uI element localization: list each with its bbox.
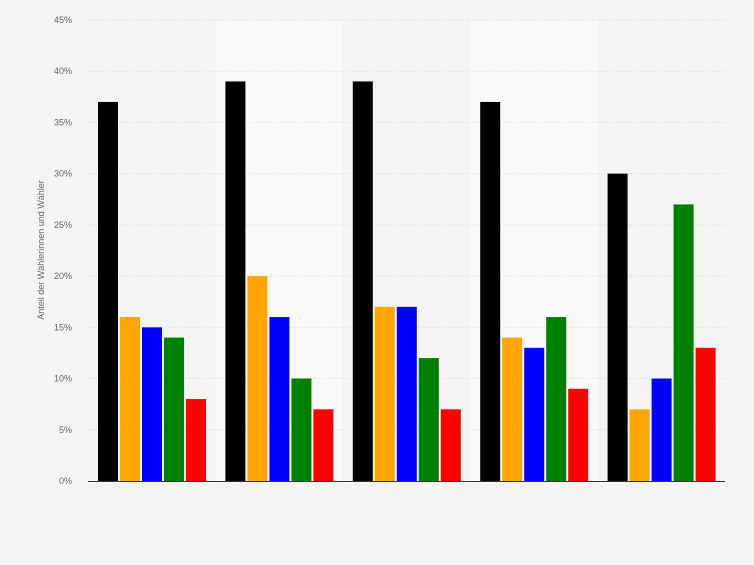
bar (164, 337, 184, 481)
bar (396, 306, 417, 481)
bar (374, 306, 395, 481)
y-tick-label: 25% (54, 220, 72, 230)
bar (98, 101, 118, 481)
y-tick-label: 0% (59, 476, 72, 486)
bar (142, 327, 162, 481)
y-axis-ticks: 0% 5% 10% 15% 20% 25% 30% 35% 40% 45% (54, 15, 72, 486)
bar (440, 409, 461, 481)
bar (313, 409, 334, 481)
bar (186, 399, 206, 481)
bar (546, 317, 567, 481)
bar (225, 81, 246, 481)
y-axis-label: Anteil der Wählerinnen und Wähler (36, 180, 46, 320)
bar (480, 101, 501, 481)
bar (629, 409, 650, 481)
y-tick-label: 10% (54, 374, 72, 384)
y-tick-label: 45% (54, 15, 72, 25)
bar (695, 347, 716, 481)
bars (98, 81, 716, 481)
bar (247, 276, 268, 481)
bar (651, 378, 672, 481)
bar (120, 317, 140, 481)
bar (673, 204, 694, 481)
bar (418, 358, 439, 481)
y-tick-label: 20% (54, 271, 72, 281)
bar (524, 347, 545, 481)
bar (607, 173, 628, 481)
y-tick-label: 5% (59, 425, 72, 435)
y-tick-label: 35% (54, 117, 72, 127)
y-tick-label: 15% (54, 322, 72, 332)
bar (568, 388, 589, 481)
y-tick-label: 40% (54, 66, 72, 76)
bar (291, 378, 312, 481)
y-tick-label: 30% (54, 169, 72, 179)
bar (352, 81, 373, 481)
bar (269, 317, 290, 481)
bar (502, 337, 523, 481)
